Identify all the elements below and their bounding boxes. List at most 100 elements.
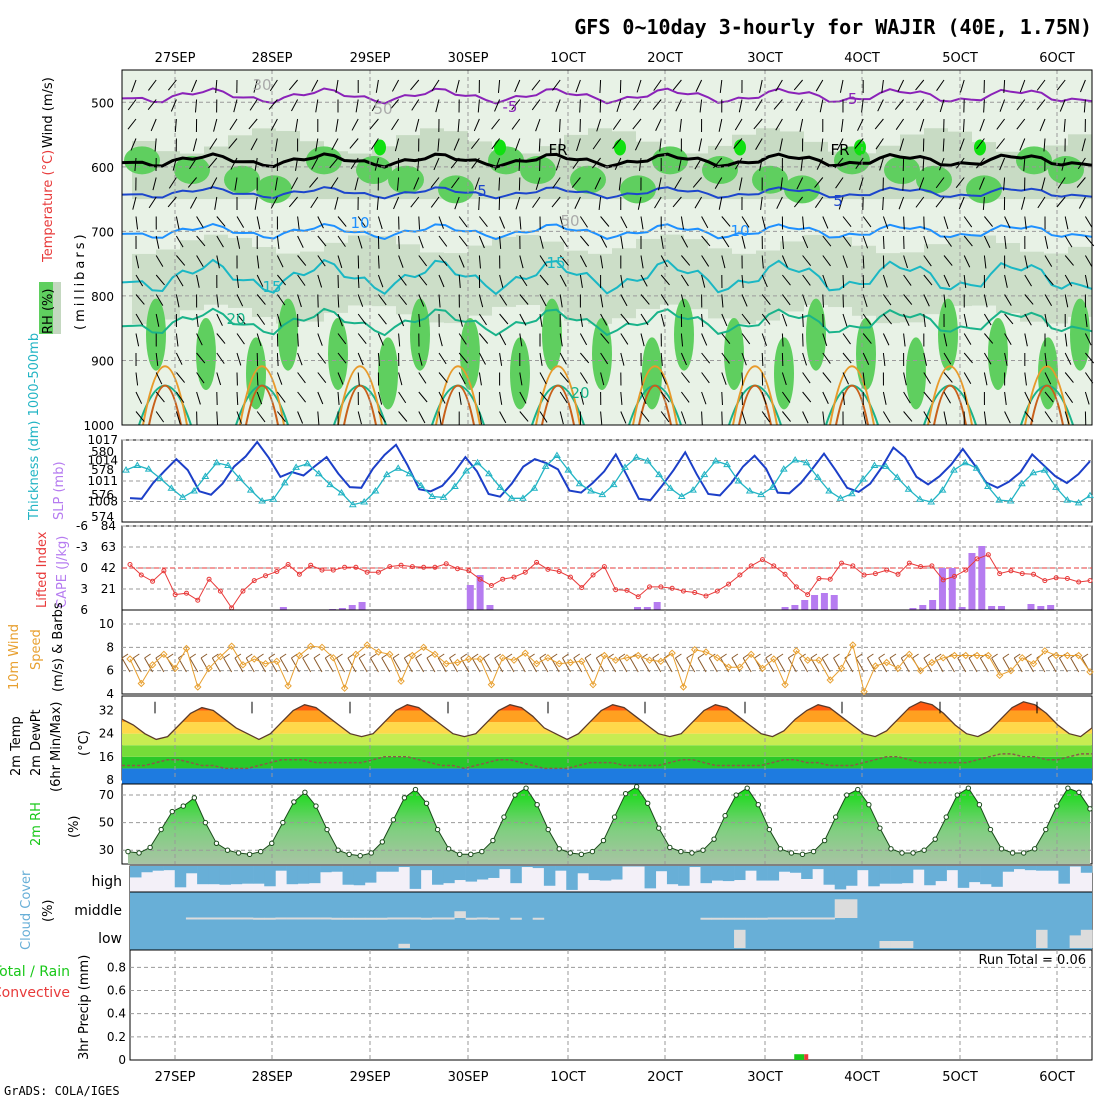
wind-barb: [755, 138, 763, 150]
date-axis-bottom: 27SEP 28SEP 29SEP 30SEP 1OCT 2OCT 3OCT 4OCT 5OCT…: [155, 1070, 1075, 1085]
wind-barb: [761, 391, 767, 405]
wind10-barb-flag: [121, 653, 129, 659]
slp-line: [129, 440, 1091, 502]
wind10-point: [273, 657, 281, 666]
cloud-middle-bar: [823, 917, 836, 920]
wind-barb: [229, 118, 238, 131]
wind-barb: [1063, 118, 1066, 132]
wind-barb: [714, 138, 723, 150]
wind-barb: [634, 138, 642, 151]
wind-barb: [799, 118, 804, 132]
wind10-point: [634, 651, 642, 660]
cloud-middle-bar: [532, 917, 545, 920]
wind-barb: [996, 118, 1005, 130]
wind-barb: [579, 391, 585, 405]
wind-barb: [939, 99, 945, 113]
lifted-index-point: [511, 574, 517, 580]
date-label-bottom: 1OCT: [550, 1070, 586, 1085]
wind-barb: [1037, 196, 1046, 209]
wind-barb: [430, 177, 440, 189]
wind10-point: [668, 649, 676, 657]
wind-barb: [295, 157, 299, 171]
cloud-high-bar: [577, 866, 589, 874]
wind-barb: [531, 99, 541, 111]
cloud-middle-bar: [286, 917, 299, 920]
thickness-point: [451, 482, 459, 489]
precip-tick: 0.8: [107, 960, 126, 974]
wind-barb: [1079, 79, 1086, 93]
wind-barb: [511, 99, 521, 111]
wind-barb: [499, 352, 503, 366]
wind-barb: [963, 372, 972, 384]
lifted-index-point: [748, 563, 754, 569]
wind-barb: [903, 313, 910, 326]
lifted-index-point: [375, 569, 381, 575]
cloud-high-bar: [801, 866, 813, 879]
wind-barb: [984, 216, 993, 227]
wind-barb: [194, 99, 198, 113]
wind-barb: [135, 274, 144, 287]
wind-barb: [983, 313, 992, 326]
rh2m-point: [921, 847, 927, 853]
wind10-point: [962, 651, 970, 660]
wind-barb: [983, 411, 987, 425]
cloud-high-bar: [633, 866, 645, 867]
wind-barb: [256, 216, 261, 230]
wind-barb: [274, 177, 278, 191]
wind-barb: [331, 138, 339, 151]
wind-barb: [559, 235, 568, 248]
wind-barb: [721, 216, 731, 227]
wind-barb: [579, 216, 588, 228]
wind10-point: [645, 656, 654, 664]
wind-barb: [862, 411, 867, 425]
wind-barb: [802, 216, 805, 230]
wind-barb: [660, 391, 670, 403]
wind-barb: [822, 216, 829, 229]
wind-barb: [923, 313, 926, 327]
wind-barb: [775, 118, 783, 131]
wind-barb: [175, 352, 183, 365]
wind-barb: [559, 118, 561, 133]
wind10-tick: 6: [106, 664, 114, 678]
cloud-high-bar: [163, 866, 176, 871]
wind-barb: [134, 157, 137, 171]
wind-barb: [539, 391, 549, 403]
wind-barb: [470, 138, 480, 150]
wind10-unit-label: (m/s) & Barbs: [51, 602, 66, 692]
wind-barb: [1023, 157, 1026, 171]
wind10-point: [555, 659, 563, 668]
wind-barb: [230, 157, 238, 170]
rh2m-point: [932, 836, 938, 842]
cloud-high-bar: [152, 866, 164, 871]
wind-barb: [519, 294, 529, 305]
cape-tick: 21: [101, 582, 116, 596]
wind-barb: [614, 157, 622, 170]
rh-green-column: [246, 337, 266, 410]
thickness-point: [224, 461, 232, 469]
wind-barb: [418, 372, 427, 384]
wind-barb: [236, 333, 245, 345]
rh2m-point: [755, 801, 761, 808]
cloud-middle-bar: [443, 917, 455, 920]
cloud-middle-bar: [465, 917, 478, 920]
wind-barb: [1019, 138, 1026, 151]
wind-barb: [963, 352, 973, 364]
wind-barb: [1024, 216, 1027, 230]
wind-barb: [135, 333, 140, 347]
wind-barb: [1024, 255, 1029, 269]
wind-barb: [317, 372, 327, 384]
wind-barb: [438, 216, 444, 229]
wind10-point: [792, 647, 801, 655]
wind-barb: [579, 255, 587, 268]
wind-barb: [820, 138, 824, 152]
thickness-point: [972, 464, 981, 471]
wind10-point: [578, 657, 586, 666]
wind10-point: [939, 654, 947, 662]
cloud-middle-bar: [241, 917, 254, 920]
wind-barb: [963, 255, 971, 268]
wind10-barb: [573, 657, 583, 673]
lifted-tick: 3: [80, 582, 88, 596]
wind-barb: [1084, 313, 1088, 327]
wind-barb: [539, 352, 543, 366]
